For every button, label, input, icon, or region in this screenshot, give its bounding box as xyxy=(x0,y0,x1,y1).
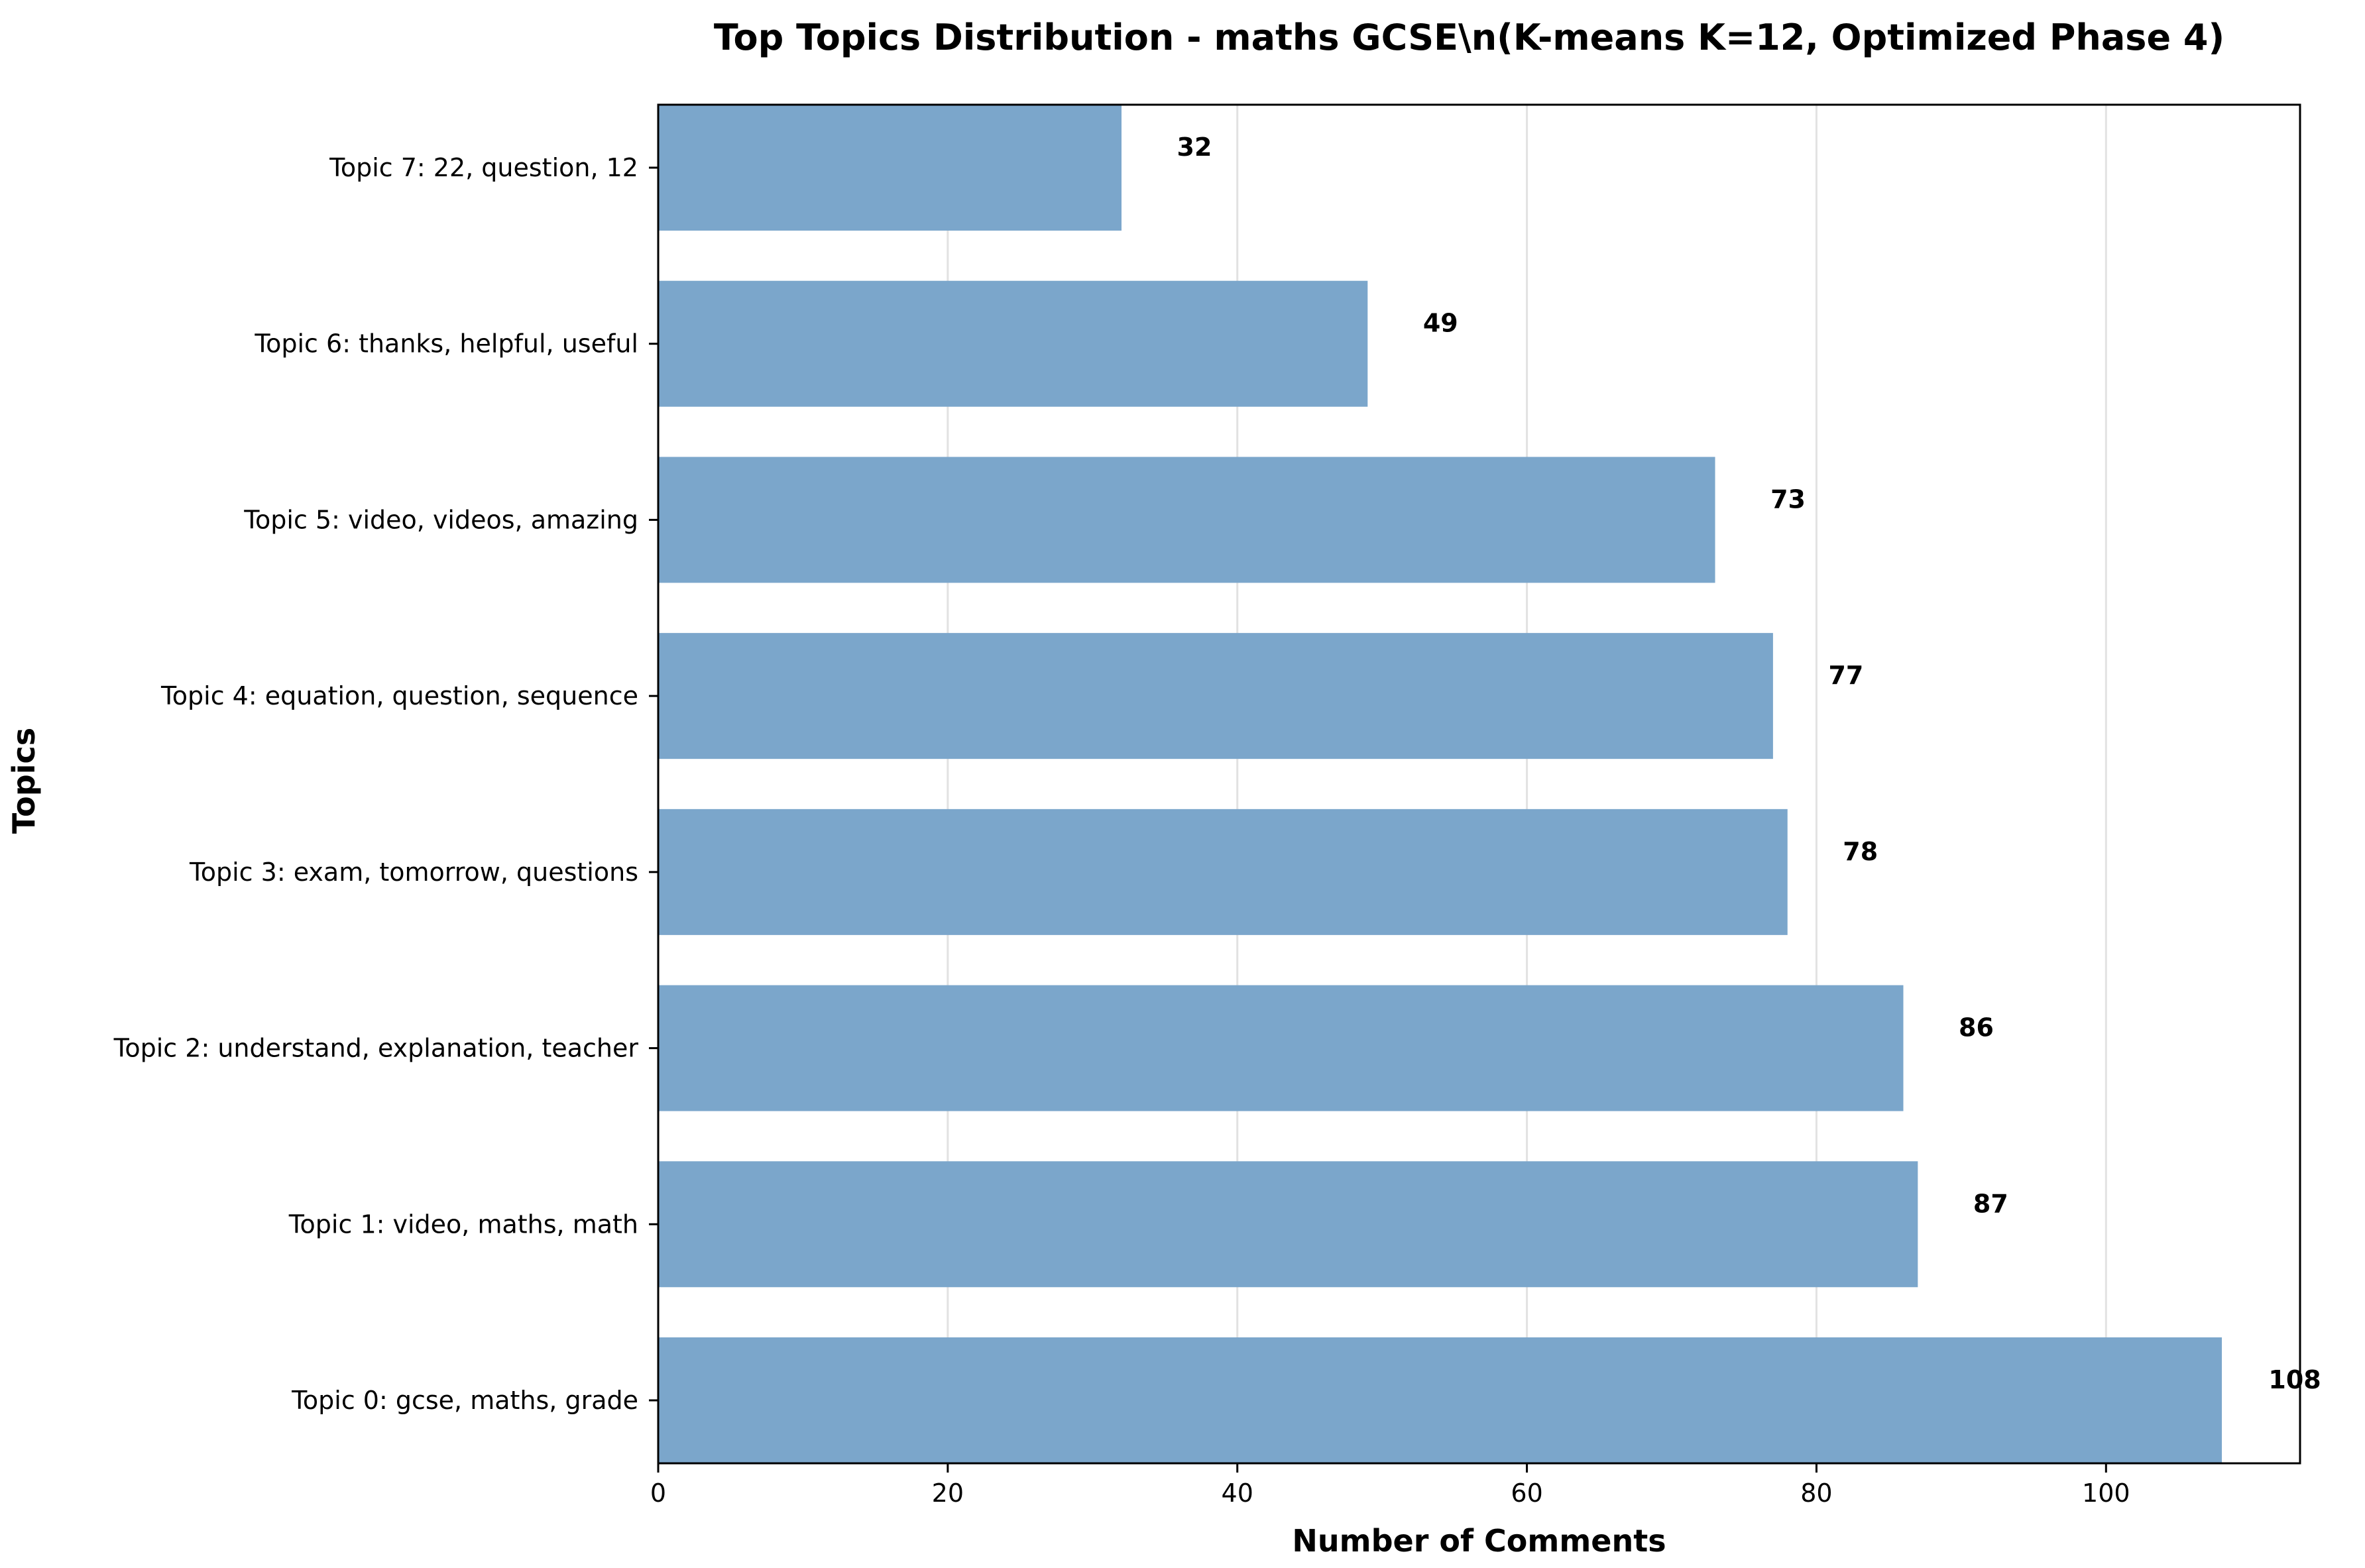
y-tick-label: Topic 2: understand, explanation, teache… xyxy=(113,1034,639,1063)
bar xyxy=(658,633,1773,759)
bar xyxy=(658,809,1788,935)
bar-value-label: 86 xyxy=(1959,1013,1994,1042)
bar-value-label: 78 xyxy=(1843,837,1878,866)
bar xyxy=(658,457,1715,583)
x-axis-label: Number of Comments xyxy=(1292,1523,1666,1559)
bar-value-label: 49 xyxy=(1423,309,1458,338)
y-axis-label: Topics xyxy=(6,728,42,834)
x-tick-label: 60 xyxy=(1511,1479,1542,1508)
y-tick-label: Topic 3: exam, tomorrow, questions xyxy=(189,858,638,887)
bar xyxy=(658,1161,1918,1288)
x-ticks: 0 20 40 60 80 100 xyxy=(650,1463,2130,1508)
y-tick-label: Topic 1: video, maths, math xyxy=(288,1209,638,1239)
bar xyxy=(658,985,1904,1111)
bar-value-label: 108 xyxy=(2268,1365,2321,1394)
data-labels: 108 87 86 78 77 73 49 32 xyxy=(1177,133,2321,1394)
bar-value-label: 32 xyxy=(1177,133,1212,162)
x-tick-label: 80 xyxy=(1800,1479,1832,1508)
x-tick-label: 0 xyxy=(650,1479,666,1508)
bar-value-label: 87 xyxy=(1973,1189,2008,1218)
bar xyxy=(658,1337,2222,1463)
plot-frame xyxy=(657,103,2301,1465)
x-tick-label: 20 xyxy=(932,1479,964,1508)
x-tick-label: 100 xyxy=(2082,1479,2130,1508)
y-ticks: Topic 0: gcse, maths, grade Topic 1: vide… xyxy=(113,153,658,1415)
bar-value-label: 73 xyxy=(1770,484,1806,514)
y-tick-label: Topic 5: video, videos, amazing xyxy=(243,505,638,534)
y-tick-label: Topic 4: equation, question, sequence xyxy=(160,681,638,710)
chart-title: Top Topics Distribution - maths GCSE\n(K… xyxy=(714,17,2224,58)
bar xyxy=(658,280,1368,407)
x-tick-label: 40 xyxy=(1222,1479,1253,1508)
bar xyxy=(658,105,1122,231)
y-tick-label: Topic 6: thanks, helpful, useful xyxy=(254,329,638,359)
y-tick-label: Topic 7: 22, question, 12 xyxy=(329,153,638,182)
bar-value-label: 77 xyxy=(1828,661,1863,690)
y-tick-label: Topic 0: gcse, maths, grade xyxy=(291,1386,638,1415)
bars xyxy=(658,105,2222,1463)
